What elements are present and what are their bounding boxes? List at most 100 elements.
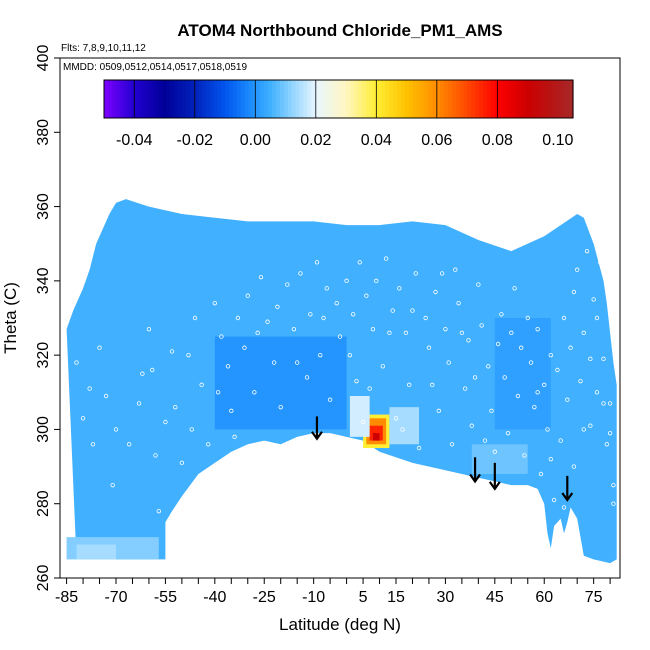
colorbar-cell bbox=[158, 80, 164, 118]
sample-point bbox=[189, 427, 194, 432]
sample-point bbox=[509, 330, 514, 336]
sample-point bbox=[416, 445, 422, 451]
sample-point bbox=[469, 423, 474, 428]
sample-point bbox=[565, 397, 570, 402]
colorbar-tick-label: 0.00 bbox=[240, 132, 271, 149]
y-tick-label: 340 bbox=[35, 267, 52, 294]
sample-point bbox=[462, 386, 468, 391]
sample-point bbox=[334, 300, 339, 306]
arrow-marker bbox=[469, 457, 481, 484]
sample-point bbox=[581, 427, 586, 432]
sample-point bbox=[87, 386, 92, 391]
colorbar-cell bbox=[354, 80, 359, 118]
sample-point bbox=[215, 390, 221, 395]
sample-point bbox=[532, 404, 537, 410]
colorbar-cell bbox=[537, 80, 543, 118]
sample-point bbox=[538, 471, 544, 477]
colorbar-cell bbox=[342, 80, 347, 118]
y-tick-label: 260 bbox=[35, 565, 52, 592]
sample-point bbox=[489, 408, 494, 414]
colorbar-cell bbox=[166, 80, 172, 118]
colorbar-cell bbox=[217, 80, 222, 118]
colorbar-cell bbox=[358, 80, 363, 118]
sample-point bbox=[555, 367, 560, 373]
sample-point bbox=[515, 393, 521, 399]
x-tick-label: 5 bbox=[359, 589, 368, 606]
colorbar-cell bbox=[127, 80, 132, 118]
colorbar-cell bbox=[404, 80, 410, 118]
sample-point bbox=[350, 312, 356, 317]
chart-title: ATOM4 Northbound Chloride_PM1_AMS bbox=[177, 21, 502, 40]
arrow-marker bbox=[311, 416, 323, 441]
sample-point bbox=[588, 356, 593, 362]
sample-point bbox=[192, 315, 198, 321]
sample-point bbox=[304, 375, 310, 380]
colorbar-cell bbox=[287, 80, 293, 118]
colorbar-cell bbox=[424, 80, 429, 118]
sample-point bbox=[344, 278, 349, 284]
x-tick-label: 15 bbox=[387, 589, 405, 606]
colorbar-cell bbox=[170, 80, 175, 118]
colorbar-cell bbox=[279, 80, 285, 118]
colorbar-cell bbox=[569, 80, 574, 118]
heatmap-field bbox=[66, 199, 617, 564]
colorbar-cell bbox=[221, 80, 226, 118]
sample-point bbox=[360, 419, 366, 425]
sample-point bbox=[199, 382, 204, 388]
sample-point bbox=[285, 282, 290, 287]
sample-point bbox=[150, 367, 155, 373]
sample-point bbox=[499, 312, 504, 317]
colorbar-cell bbox=[291, 80, 297, 118]
sample-point bbox=[255, 330, 260, 336]
sample-point bbox=[308, 312, 313, 317]
colorbar-cell bbox=[322, 80, 328, 118]
colorbar-cell bbox=[393, 80, 398, 118]
sample-point bbox=[453, 267, 458, 272]
colorbar-cell bbox=[420, 80, 426, 118]
sample-point bbox=[558, 438, 563, 443]
colorbar-cell bbox=[307, 80, 312, 118]
sample-point bbox=[439, 271, 445, 276]
colorbar-cell bbox=[162, 80, 168, 118]
colorbar-cell bbox=[283, 80, 289, 118]
colorbar-tick-label: 0.08 bbox=[482, 132, 513, 149]
colorbar-cell bbox=[299, 80, 304, 118]
colorbar-cell bbox=[135, 80, 140, 118]
sample-point bbox=[327, 397, 333, 402]
colorbar-cell bbox=[174, 80, 179, 118]
colorbar-cell bbox=[260, 80, 265, 118]
colorbar-cell bbox=[369, 80, 375, 118]
colorbar-cell bbox=[104, 80, 109, 118]
colorbar-cell bbox=[201, 80, 207, 118]
colorbar-cell bbox=[143, 80, 148, 118]
colorbar-cell bbox=[232, 80, 238, 118]
sample-point bbox=[271, 360, 277, 365]
colorbar-cell bbox=[186, 80, 191, 118]
sample-point bbox=[136, 401, 142, 406]
sample-point bbox=[578, 378, 583, 384]
sample-point bbox=[601, 401, 606, 406]
colorbar-cell bbox=[428, 80, 433, 118]
sample-point bbox=[588, 423, 593, 428]
y-tick-label: 300 bbox=[35, 416, 52, 443]
arrow-marker bbox=[488, 462, 501, 491]
sample-point bbox=[219, 334, 224, 339]
sample-point bbox=[364, 293, 369, 298]
sample-point bbox=[232, 434, 237, 440]
colorbar-cell bbox=[416, 80, 422, 118]
colorbar: -0.04 -0.02 0.00 0.02 0.04 0.06 0.08 0.10 bbox=[103, 79, 574, 149]
sample-point bbox=[337, 334, 343, 339]
colorbar-cell bbox=[432, 80, 437, 118]
colorbar-cell bbox=[295, 80, 301, 118]
sample-point bbox=[278, 404, 283, 410]
sample-point bbox=[571, 464, 577, 469]
field-patch-4 bbox=[349, 396, 370, 437]
x-tick-label: -55 bbox=[154, 589, 177, 606]
sample-point bbox=[318, 352, 323, 358]
colorbar-tick-label: -0.02 bbox=[177, 132, 214, 149]
sample-point bbox=[542, 382, 547, 388]
colorbar-cell bbox=[213, 80, 218, 118]
colorbar-cell bbox=[381, 80, 386, 118]
sample-point bbox=[495, 341, 501, 347]
sample-point bbox=[512, 286, 517, 291]
